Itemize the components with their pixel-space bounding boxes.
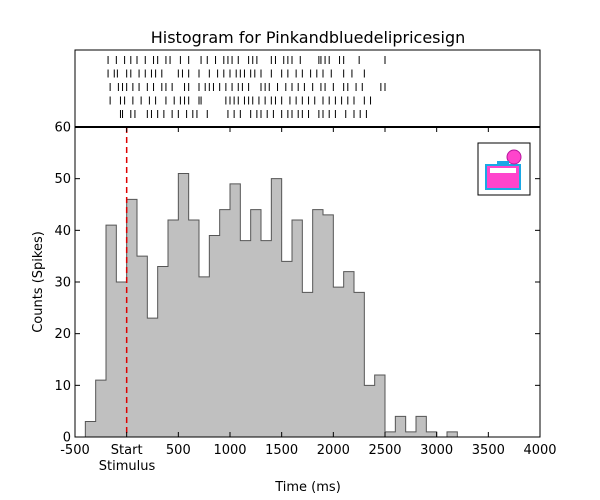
histogram-bar (354, 292, 364, 437)
raster-spike-ticks (107, 56, 386, 118)
histogram-bar (292, 220, 302, 437)
histogram-bar (158, 267, 168, 438)
histogram-bar (106, 225, 116, 437)
price-sign-label (490, 168, 516, 173)
y-tick-label: 20 (54, 327, 71, 342)
histogram-bar (85, 422, 95, 438)
histogram-bar (426, 432, 436, 437)
x-tick-label: 1500 (265, 443, 298, 458)
histogram-bar (137, 256, 147, 437)
x-tick-label: 2000 (317, 443, 350, 458)
y-tick-label: 50 (54, 172, 71, 187)
histogram-bar (416, 416, 426, 437)
histogram-bar (385, 432, 395, 437)
raster-frame (74, 49, 541, 128)
x-tick-label: 3000 (420, 443, 453, 458)
histogram-bar (127, 199, 137, 437)
histogram-bar (333, 287, 343, 437)
histogram-bar (147, 318, 157, 437)
y-tick-label: 30 (54, 276, 71, 291)
histogram-bar (220, 210, 230, 437)
histogram-bar (302, 292, 312, 437)
histogram-bar (199, 277, 209, 437)
histogram-bar (271, 179, 281, 437)
histogram-bar (313, 210, 323, 437)
histogram-bar (375, 375, 385, 437)
x-tick-label: -500 (60, 443, 90, 458)
stimulus-thumbnail (477, 142, 531, 196)
histogram-bar (447, 432, 457, 437)
histogram-panel: -500 Start 500 1000 1500 2000 2500 3000 3500 4000… (31, 121, 557, 496)
histogram-bar (344, 272, 354, 437)
histogram-bar (261, 241, 271, 437)
x-tick-label: 3500 (472, 443, 505, 458)
x-tick-label: 1000 (213, 443, 246, 458)
y-axis: 0 10 20 30 40 50 60 (54, 121, 540, 446)
histogram-bar (364, 385, 374, 437)
spike-raster-panel (74, 49, 541, 128)
x-tick-sublabel: Stimulus (99, 459, 156, 474)
x-axis-label: Time (ms) (274, 480, 341, 495)
x-tick-label: 2500 (368, 443, 401, 458)
histogram-outline (84, 173, 468, 438)
price-sign-badge (506, 149, 522, 165)
histogram-bar (251, 210, 261, 437)
price-sign-clip (497, 161, 509, 166)
y-axis-label: Counts (Spikes) (31, 231, 46, 333)
histogram-bar (116, 282, 126, 437)
histogram-bar (209, 236, 219, 438)
histogram-bar (168, 220, 178, 437)
y-tick-label: 0 (63, 431, 71, 446)
histogram-bar (323, 215, 333, 437)
histogram-bar (230, 184, 240, 437)
chart-title: Histogram for Pinkandbluedelipricesign (151, 28, 466, 47)
histogram-bar (406, 432, 416, 437)
x-tick-label: 4000 (523, 443, 556, 458)
histogram-bar (96, 380, 106, 437)
histogram-bar (240, 241, 250, 437)
y-tick-label: 60 (54, 121, 71, 136)
histogram-bar (395, 416, 405, 437)
x-tick-label: 500 (166, 443, 191, 458)
y-tick-label: 10 (54, 379, 71, 394)
histogram-bar (178, 174, 188, 438)
x-tick-label: Start (111, 443, 143, 458)
y-tick-label: 40 (54, 224, 71, 239)
histogram-bar (189, 220, 199, 437)
x-axis: -500 Start 500 1000 1500 2000 2500 3000 3500 4000 (60, 127, 557, 458)
histogram-bar (282, 261, 292, 437)
